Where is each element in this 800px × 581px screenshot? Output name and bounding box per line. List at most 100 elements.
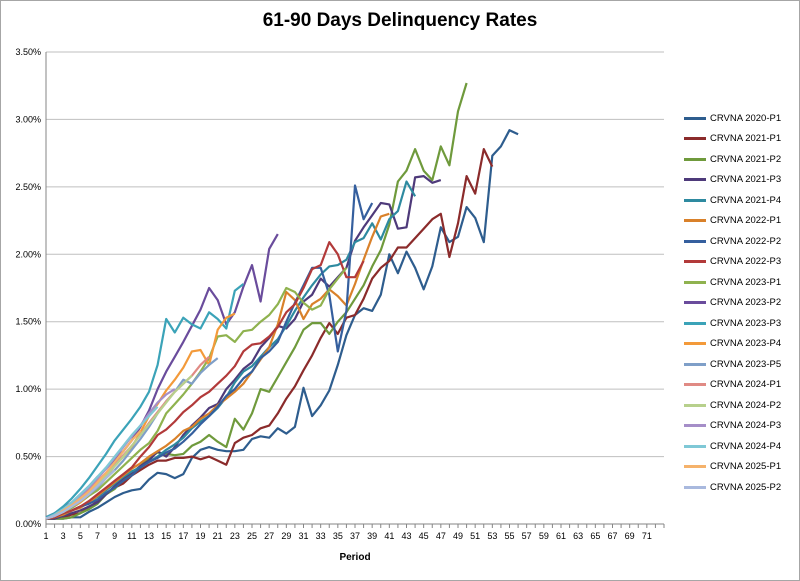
- y-tick-label: 3.00%: [15, 114, 41, 124]
- x-tick-label: 3: [61, 531, 66, 541]
- legend-item: CRVNA 2021-P4: [684, 190, 796, 211]
- legend-item: CRVNA 2023-P5: [684, 354, 796, 375]
- x-tick-label: 67: [607, 531, 617, 541]
- legend-item: CRVNA 2024-P2: [684, 395, 796, 416]
- legend-swatch: [684, 301, 706, 305]
- legend-label: CRVNA 2024-P2: [710, 399, 782, 411]
- series-line: [46, 148, 494, 520]
- y-tick-label: 1.00%: [15, 384, 41, 394]
- y-tick-label: 2.50%: [15, 182, 41, 192]
- x-tick-label: 65: [590, 531, 600, 541]
- legend-label: CRVNA 2021-P2: [710, 153, 782, 165]
- x-tick-label: 53: [487, 531, 497, 541]
- legend-item: CRVNA 2024-P3: [684, 416, 796, 437]
- x-tick-label: 39: [367, 531, 377, 541]
- x-tick-label: 5: [78, 531, 83, 541]
- legend-item: CRVNA 2020-P1: [684, 108, 796, 129]
- x-tick-label: 45: [419, 531, 429, 541]
- series-line: [45, 233, 279, 519]
- legend-swatch: [684, 280, 706, 284]
- legend-item: CRVNA 2025-P1: [684, 457, 796, 478]
- x-tick-label: 35: [333, 531, 343, 541]
- legend-item: CRVNA 2024-P1: [684, 375, 796, 396]
- legend-item: CRVNA 2021-P3: [684, 170, 796, 191]
- series-line: [45, 241, 365, 520]
- series-line: [45, 469, 116, 520]
- y-tick-label: 2.00%: [15, 249, 41, 259]
- legend-item: CRVNA 2021-P1: [684, 129, 796, 150]
- legend-swatch: [684, 219, 706, 223]
- legend-item: CRVNA 2023-P3: [684, 313, 796, 334]
- x-tick-label: 37: [350, 531, 360, 541]
- legend-item: CRVNA 2022-P2: [684, 231, 796, 252]
- legend-item: CRVNA 2023-P4: [684, 334, 796, 355]
- x-tick-label: 23: [230, 531, 240, 541]
- series-line: [46, 129, 519, 520]
- y-tick-label: 0.50%: [15, 452, 41, 462]
- x-tick-label: 29: [281, 531, 291, 541]
- legend-label: CRVNA 2022-P2: [710, 235, 782, 247]
- legend-swatch: [684, 444, 706, 448]
- legend-swatch: [684, 465, 706, 469]
- legend-label: CRVNA 2020-P1: [710, 112, 782, 124]
- x-tick-label: 43: [401, 531, 411, 541]
- legend-item: CRVNA 2024-P4: [684, 436, 796, 457]
- legend-label: CRVNA 2021-P4: [710, 194, 782, 206]
- legend-label: CRVNA 2024-P1: [710, 379, 782, 391]
- legend-swatch: [684, 137, 706, 141]
- x-tick-label: 63: [573, 531, 583, 541]
- x-tick-label: 15: [161, 531, 171, 541]
- x-tick-label: 47: [436, 531, 446, 541]
- legend-label: CRVNA 2023-P4: [710, 338, 782, 350]
- legend-swatch: [684, 198, 706, 202]
- legend-label: CRVNA 2021-P1: [710, 133, 782, 145]
- legend-label: CRVNA 2023-P3: [710, 317, 782, 329]
- legend-swatch: [684, 485, 706, 489]
- series-line: [45, 283, 245, 519]
- x-tick-label: 57: [522, 531, 532, 541]
- x-tick-label: 33: [316, 531, 326, 541]
- legend-swatch: [684, 157, 706, 161]
- x-tick-label: 21: [213, 531, 223, 541]
- x-tick-label: 71: [642, 531, 652, 541]
- x-tick-label: 13: [144, 531, 154, 541]
- y-tick-label: 3.50%: [15, 47, 41, 57]
- legend-swatch: [684, 321, 706, 325]
- x-tick-label: 41: [384, 531, 394, 541]
- legend-item: CRVNA 2025-P2: [684, 477, 796, 498]
- x-tick-label: 7: [95, 531, 100, 541]
- legend-item: CRVNA 2023-P2: [684, 293, 796, 314]
- legend-swatch: [684, 260, 706, 264]
- legend-item: CRVNA 2021-P2: [684, 149, 796, 170]
- legend: CRVNA 2020-P1 CRVNA 2021-P1 CRVNA 2021-P2 C…: [684, 108, 796, 498]
- legend-label: CRVNA 2023-P2: [710, 297, 782, 309]
- legend-label: CRVNA 2024-P4: [710, 440, 782, 452]
- legend-label: CRVNA 2022-P1: [710, 215, 782, 227]
- legend-label: CRVNA 2023-P1: [710, 276, 782, 288]
- legend-item: CRVNA 2022-P1: [684, 211, 796, 232]
- x-tick-label: 51: [470, 531, 480, 541]
- x-tick-label: 1: [43, 531, 48, 541]
- x-tick-label: 69: [625, 531, 635, 541]
- legend-swatch: [684, 116, 706, 120]
- legend-label: CRVNA 2022-P3: [710, 256, 782, 268]
- legend-label: CRVNA 2021-P3: [710, 174, 782, 186]
- x-tick-label: 31: [298, 531, 308, 541]
- series-line: [45, 184, 374, 520]
- legend-swatch: [684, 403, 706, 407]
- x-tick-label: 59: [539, 531, 549, 541]
- legend-swatch: [684, 383, 706, 387]
- x-tick-label: 9: [112, 531, 117, 541]
- legend-swatch: [684, 342, 706, 346]
- y-tick-label: 0.00%: [15, 519, 41, 529]
- legend-label: CRVNA 2024-P3: [710, 420, 782, 432]
- legend-swatch: [684, 362, 706, 366]
- legend-label: CRVNA 2025-P2: [710, 481, 782, 493]
- x-tick-label: 61: [556, 531, 566, 541]
- x-tick-label: 17: [178, 531, 188, 541]
- legend-swatch: [684, 424, 706, 428]
- x-tick-label: 11: [127, 531, 136, 541]
- series-line: [45, 405, 159, 520]
- x-axis-title: Period: [339, 552, 370, 563]
